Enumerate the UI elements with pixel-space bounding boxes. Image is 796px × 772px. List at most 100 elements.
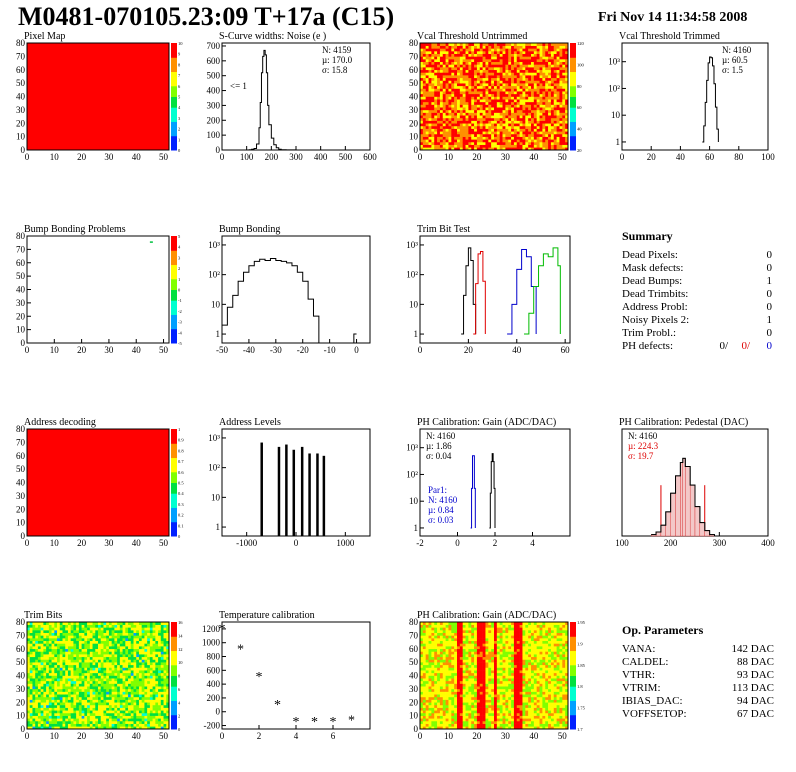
bump_problems-ytick-label: 30 — [16, 298, 26, 308]
address_decoding-colorbar-cell — [171, 457, 177, 462]
address_decoding-xtick-label: 50 — [159, 538, 169, 548]
vcal_untrimmed-title: Vcal Threshold Untrimmed — [417, 31, 527, 42]
ph_gain-stat2: N: 4160 — [428, 495, 458, 505]
trim_bits-colorbar-cell — [171, 654, 177, 659]
bump_bonding-series-line — [222, 257, 357, 344]
op-label: IBIAS_DAC: — [622, 695, 683, 707]
ph_pedestal-bar — [689, 485, 696, 537]
pixel_map-colorbar-cell — [171, 117, 177, 122]
ph_gain_map-ytick-label: 40 — [409, 671, 419, 681]
address_levels-ytick-label: 10³ — [208, 433, 220, 443]
address_decoding-colorbar-label: 0.1 — [178, 523, 184, 528]
ph_gain_map-colorbar-cell — [570, 682, 576, 687]
temperature-ytick-label: 200 — [207, 693, 221, 703]
bump_problems-colorbar-cell — [171, 246, 177, 251]
ph_gain_map-colorbar-cell — [570, 718, 576, 723]
address_levels-title: Address Levels — [219, 417, 281, 428]
ph_gain_map-colorbar-cell — [570, 654, 576, 659]
op-value: 93 DAC — [737, 669, 774, 682]
noise-ytick-label: 300 — [207, 100, 221, 110]
op-params-title: Op. Parameters — [622, 623, 704, 637]
ph_gain_map-colorbar-cell — [570, 668, 576, 673]
summary-row: Dead Trimbits: 0 — [622, 288, 772, 301]
summary-label: Dead Bumps: — [622, 275, 683, 288]
bump_problems-colorbar-cell — [171, 310, 177, 315]
trim_bit-ytick-label: 1 — [414, 329, 419, 339]
pixel_map-heat-fill — [27, 43, 169, 150]
summary-value: 0 — [766, 249, 773, 262]
vcal_untrimmed-colorbar-cell — [570, 50, 576, 55]
plot-trim_bit: Trim Bit Test 0 20 40 60 1 10 10² 10³ — [406, 224, 571, 355]
trim_bits-colorbar-label: 4 — [178, 700, 181, 705]
trim_bits-colorbar-cell — [171, 643, 177, 648]
bump_problems-colorbar-cell — [171, 264, 177, 269]
trim_bits-colorbar-cell — [171, 664, 177, 669]
ph_gain_map-xtick-label: 0 — [418, 731, 423, 741]
pixel_map-xtick-label: 30 — [104, 152, 114, 162]
ph_pedestal-series-line — [651, 457, 715, 536]
summary-value: 0 — [766, 301, 773, 313]
noise-stat: µ: 170.0 — [322, 55, 353, 65]
summary-label: Noisy Pixels 2: — [622, 313, 690, 326]
bump_problems-colorbar-cell — [171, 250, 177, 255]
address_decoding-colorbar-cell — [171, 507, 177, 512]
address_decoding-colorbar-cell — [171, 478, 177, 483]
vcal_trimmed-xtick-label: 60 — [705, 152, 715, 162]
bump_problems-ytick-label: 0 — [21, 338, 26, 348]
address_decoding-colorbar-cell — [171, 500, 177, 505]
trim_bits-colorbar-cell — [171, 704, 177, 709]
vcal_untrimmed-colorbar-cell — [570, 125, 576, 130]
temperature-point: * — [348, 714, 355, 729]
ph_gain-stat2: σ: 0.03 — [428, 515, 454, 525]
address_levels-xtick-label: 1000 — [336, 538, 355, 548]
address_decoding-colorbar-cell — [171, 446, 177, 451]
ph_gain_map-colorbar-cell — [570, 707, 576, 712]
summary-row-ph: PH defects: 0/ 0/ 0 — [622, 339, 772, 352]
vcal_untrimmed-xtick-label: 50 — [558, 152, 568, 162]
bump_problems-colorbar-label: -4 — [178, 330, 182, 335]
op-label: VOFFSETOP: — [622, 707, 687, 720]
trim_bits-xtick-label: 20 — [77, 731, 87, 741]
trim_bit-ytick-label: 10² — [406, 270, 418, 280]
noise-ytick-label: 600 — [207, 56, 221, 66]
ph_gain_map-colorbar-cell — [570, 686, 576, 691]
trim_bits-xtick-label: 40 — [132, 731, 142, 741]
address_decoding-colorbar-label: 0.5 — [178, 481, 184, 486]
ph_gain_map-ytick-label: 10 — [409, 711, 419, 721]
bump_problems-colorbar-cell — [171, 321, 177, 326]
bump_problems-title: Bump Bonding Problems — [24, 224, 126, 235]
vcal_untrimmed-colorbar-cell — [570, 103, 576, 108]
pixel_map-colorbar-label: 8 — [178, 62, 181, 67]
op-row: IBIAS_DAC: 94 DAC — [622, 695, 774, 708]
vcal_trimmed-stat: σ: 1.5 — [722, 65, 743, 75]
plot-vcal_untrimmed: Vcal Threshold Untrimmed 0 10 20 30 40 50 0 10 20… — [409, 31, 585, 162]
ph_gain_map-heat-cells — [420, 622, 569, 730]
ph_pedestal-stat: µ: 224.3 — [628, 441, 659, 451]
trim_bit-xtick-label: 60 — [561, 345, 571, 355]
vcal_untrimmed-colorbar-cell — [570, 92, 576, 97]
ph_gain_map-colorbar-cell — [570, 700, 576, 705]
ph_gain_map-title: PH Calibration: Gain (ADC/DAC) — [417, 610, 556, 621]
pixel_map-ytick-label: 10 — [16, 132, 26, 142]
trim_bits-ytick-label: 0 — [21, 724, 26, 734]
pixel_map-colorbar-cell — [171, 75, 177, 80]
address_levels-bar — [322, 455, 326, 536]
bump_bonding-ytick-label: 10 — [211, 299, 221, 309]
trim_bits-colorbar-cell — [171, 639, 177, 644]
trim_bit-xtick-label: 40 — [512, 345, 522, 355]
trim_bits-colorbar-cell — [171, 625, 177, 630]
vcal_untrimmed-colorbar-cell — [570, 107, 576, 112]
address_levels-ytick-label: 1 — [216, 522, 221, 532]
vcal_untrimmed-colorbar-cell — [570, 67, 576, 73]
trim_bits-xtick-label: 30 — [104, 731, 114, 741]
address_levels-bar — [308, 453, 311, 536]
pixel_map-colorbar-cell — [171, 43, 177, 48]
trim_bits-colorbar-cell — [171, 632, 177, 637]
plot-ph_gain_map: PH Calibration: Gain (ADC/DAC) 0 10 20 30 40 5… — [409, 610, 586, 741]
ph_gain_map-ytick-label: 80 — [409, 617, 419, 627]
bump_problems-colorbar-cell — [171, 314, 177, 319]
noise-ytick-label: 700 — [207, 41, 221, 51]
pixel_map-colorbar-cell — [171, 146, 177, 151]
vcal_untrimmed-xtick-label: 10 — [444, 152, 454, 162]
vcal_untrimmed-colorbar-cell — [570, 82, 576, 87]
